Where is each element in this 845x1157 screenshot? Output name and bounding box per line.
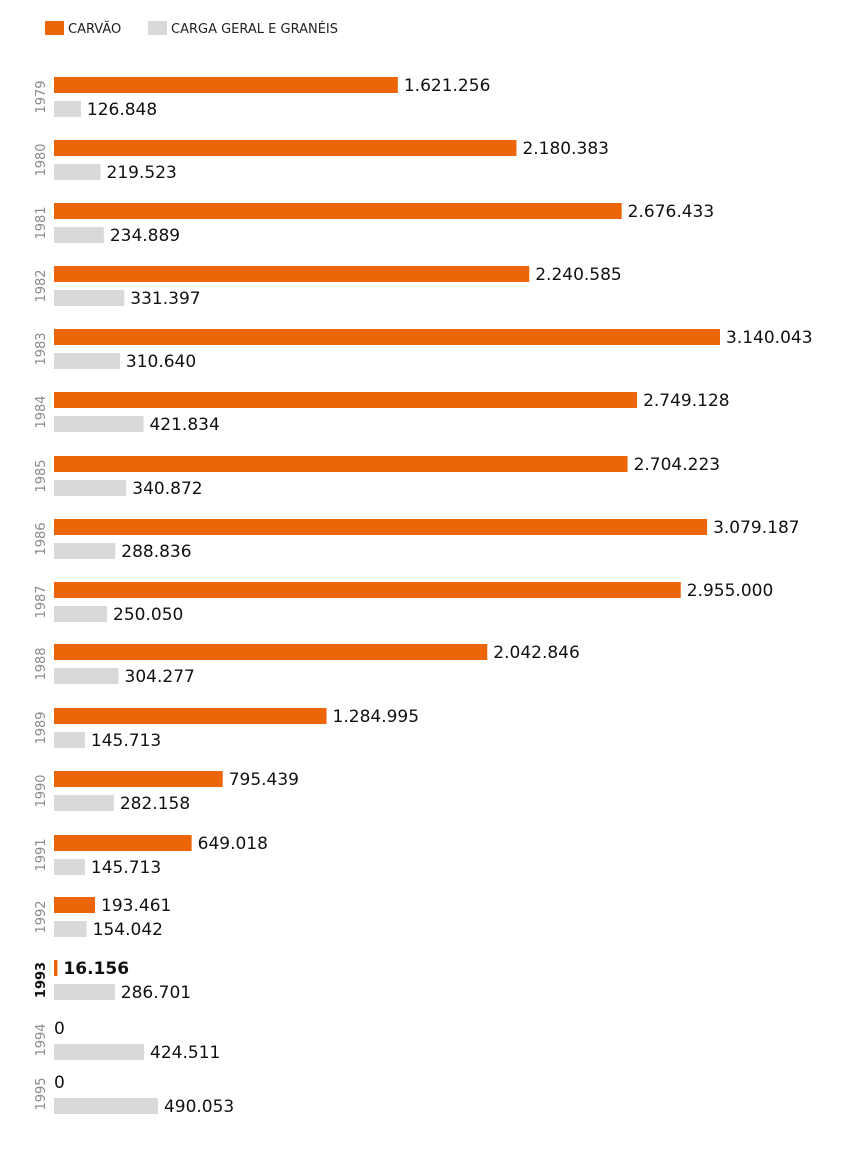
bar-carvao-1991 [54, 835, 192, 851]
data-label-carga-1995: 490.053 [164, 1097, 234, 1117]
category-label-1980: 1980 [34, 143, 49, 176]
bar-carvao-1983 [54, 329, 720, 345]
bar-carvao-1985 [54, 456, 628, 472]
data-label-carga-1986: 288.836 [121, 542, 191, 562]
data-label-carvao-1985: 2.704.223 [634, 455, 721, 475]
data-label-carga-1982: 331.397 [130, 289, 200, 309]
data-label-carvao-1982: 2.240.585 [535, 265, 622, 285]
bar-carga-1986 [54, 543, 116, 559]
data-label-carga-1983: 310.640 [126, 352, 196, 372]
category-label-1981: 1981 [34, 206, 49, 239]
category-label-1986: 1986 [34, 522, 49, 555]
bar-carga-1989 [54, 732, 85, 748]
category-label-1979: 1979 [34, 80, 49, 113]
data-label-carvao-1980: 2.180.383 [522, 139, 609, 159]
bar-carga-1984 [54, 416, 144, 432]
data-label-carvao-1990: 795.439 [229, 770, 299, 790]
category-label-1987: 1987 [34, 585, 49, 618]
bar-carga-1994 [54, 1044, 145, 1060]
data-label-carga-1991: 145.713 [91, 858, 161, 878]
data-label-carvao-1986: 3.079.187 [713, 518, 800, 538]
category-label-1988: 1988 [34, 647, 49, 680]
bars: 1.621.256 126.848 1979 2.180.383 219.523 1980… [34, 76, 813, 1117]
category-label-1990: 1990 [34, 774, 49, 807]
category-label-1992: 1992 [34, 900, 49, 933]
data-label-carvao-1989: 1.284.995 [333, 707, 420, 727]
data-label-carga-1979: 126.848 [87, 100, 157, 120]
data-label-carvao-1983: 3.140.043 [726, 328, 813, 348]
bar-carga-1979 [54, 101, 81, 117]
category-label-1983: 1983 [34, 332, 49, 365]
data-label-carga-1992: 154.042 [93, 920, 163, 940]
bar-carga-1985 [54, 480, 127, 496]
category-label-1984: 1984 [34, 395, 49, 428]
data-label-carvao-1988: 2.042.846 [493, 643, 580, 663]
data-label-carga-1993: 286.701 [121, 983, 191, 1003]
legend: CARVÃO CARGA GERAL E GRANÉIS [45, 21, 338, 37]
bar-carga-1981 [54, 227, 104, 243]
category-label-1991: 1991 [34, 838, 49, 871]
bar-carga-1980 [54, 164, 101, 180]
bar-carvao-1993 [54, 960, 58, 976]
data-label-carga-1988: 304.277 [125, 667, 195, 687]
bar-carga-1995 [54, 1098, 158, 1114]
bar-carvao-1984 [54, 392, 638, 408]
bar-carvao-1989 [54, 708, 327, 724]
bar-carga-1983 [54, 353, 120, 369]
category-label-1982: 1982 [34, 269, 49, 302]
bar-carvao-1988 [54, 644, 488, 660]
data-label-carvao-1993: 16.156 [63, 959, 129, 979]
bar-carga-1992 [54, 921, 87, 937]
bar-carvao-1982 [54, 266, 530, 282]
legend-label-carvao: CARVÃO [68, 21, 121, 37]
bar-carvao-1987 [54, 582, 681, 598]
category-label-1989: 1989 [34, 711, 49, 744]
bar-carvao-1992 [54, 897, 96, 913]
data-label-carvao-1994: 0 [54, 1019, 65, 1039]
bar-carga-1991 [54, 859, 85, 875]
data-label-carga-1994: 424.511 [150, 1043, 220, 1063]
data-label-carvao-1979: 1.621.256 [404, 76, 491, 96]
legend-swatch-carga [148, 21, 167, 35]
bar-carvao-1986 [54, 519, 708, 535]
data-label-carvao-1987: 2.955.000 [687, 581, 774, 601]
legend-swatch-carvao [45, 21, 64, 35]
category-label-1994: 1994 [34, 1023, 49, 1056]
data-label-carga-1989: 145.713 [91, 731, 161, 751]
data-label-carga-1990: 282.158 [120, 794, 190, 814]
data-label-carvao-1984: 2.749.128 [643, 391, 730, 411]
bar-carga-1990 [54, 795, 114, 811]
category-label-1985: 1985 [34, 459, 49, 492]
data-label-carga-1980: 219.523 [107, 163, 177, 183]
category-label-1995: 1995 [34, 1077, 49, 1110]
data-label-carga-1985: 340.872 [132, 479, 202, 499]
bar-carvao-1990 [54, 771, 223, 787]
category-label-1993: 1993 [34, 962, 49, 998]
data-label-carga-1981: 234.889 [110, 226, 180, 246]
data-label-carvao-1995: 0 [54, 1073, 65, 1093]
data-label-carga-1987: 250.050 [113, 605, 183, 625]
bar-carga-1987 [54, 606, 108, 622]
bar-carvao-1979 [54, 77, 398, 93]
bar-carga-1993 [54, 984, 115, 1000]
legend-label-carga: CARGA GERAL E GRANÉIS [171, 21, 338, 37]
data-label-carga-1984: 421.834 [149, 415, 219, 435]
bar-carga-1988 [54, 668, 119, 684]
data-label-carvao-1991: 649.018 [198, 834, 268, 854]
bar-carvao-1980 [54, 140, 517, 156]
bar-carga-1982 [54, 290, 125, 306]
data-label-carvao-1981: 2.676.433 [628, 202, 715, 222]
bar-carvao-1981 [54, 203, 622, 219]
data-label-carvao-1992: 193.461 [101, 896, 171, 916]
